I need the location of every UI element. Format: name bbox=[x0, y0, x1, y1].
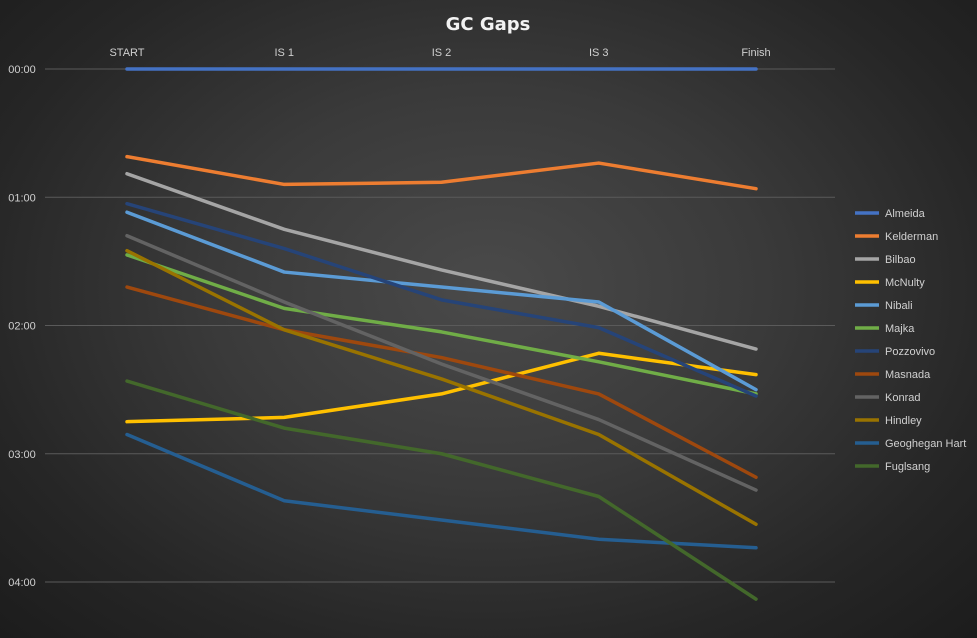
series-line-pozzovivo bbox=[125, 201, 758, 398]
y-tick-label: 00:00 bbox=[8, 64, 36, 76]
legend-label: Bilbao bbox=[885, 254, 916, 266]
y-tick-label: 01:00 bbox=[8, 192, 36, 204]
series-line-kelderman bbox=[125, 154, 758, 191]
series-line-masnada bbox=[125, 285, 758, 480]
x-tick-label: IS 3 bbox=[589, 47, 609, 59]
legend-label: Masnada bbox=[885, 369, 931, 381]
x-tick-label: START bbox=[109, 47, 144, 59]
series-lines bbox=[125, 67, 758, 601]
legend-label: Majka bbox=[885, 323, 915, 335]
legend-label: Fuglsang bbox=[885, 461, 930, 473]
y-tick-label: 04:00 bbox=[8, 577, 36, 589]
x-tick-label: IS 2 bbox=[432, 47, 452, 59]
series-line-fuglsang bbox=[125, 379, 758, 601]
series-line-hindley bbox=[125, 248, 758, 527]
legend-label: Hindley bbox=[885, 415, 922, 427]
series-line-geoghegan-hart bbox=[125, 432, 758, 550]
legend-label: Konrad bbox=[885, 392, 920, 404]
series-line-mcnulty bbox=[125, 351, 758, 424]
x-axis-tick-labels: START IS 1 IS 2 IS 3 Finish bbox=[109, 47, 770, 59]
legend-label: Geoghegan Hart bbox=[885, 438, 966, 450]
chart-title: GC Gaps bbox=[446, 14, 531, 35]
legend-label: Almeida bbox=[885, 208, 926, 220]
series-line-konrad bbox=[125, 233, 758, 492]
gridlines bbox=[45, 68, 835, 583]
y-tick-label: 02:00 bbox=[8, 321, 36, 333]
legend-label: Nibali bbox=[885, 300, 913, 312]
series-line-nibali bbox=[125, 210, 758, 392]
y-axis-tick-labels: 00:00 01:00 02:00 03:00 04:00 bbox=[8, 64, 36, 589]
x-tick-label: Finish bbox=[741, 47, 770, 59]
legend: Almeida Kelderman Bilbao McNulty Nibali Majka… bbox=[855, 208, 966, 473]
series-line-bilbao bbox=[125, 171, 758, 351]
legend-label: Pozzovivo bbox=[885, 346, 935, 358]
series-line-majka bbox=[125, 253, 758, 396]
y-tick-label: 03:00 bbox=[8, 449, 36, 461]
legend-label: Kelderman bbox=[885, 231, 938, 243]
legend-label: McNulty bbox=[885, 277, 925, 289]
x-tick-label: IS 1 bbox=[274, 47, 294, 59]
